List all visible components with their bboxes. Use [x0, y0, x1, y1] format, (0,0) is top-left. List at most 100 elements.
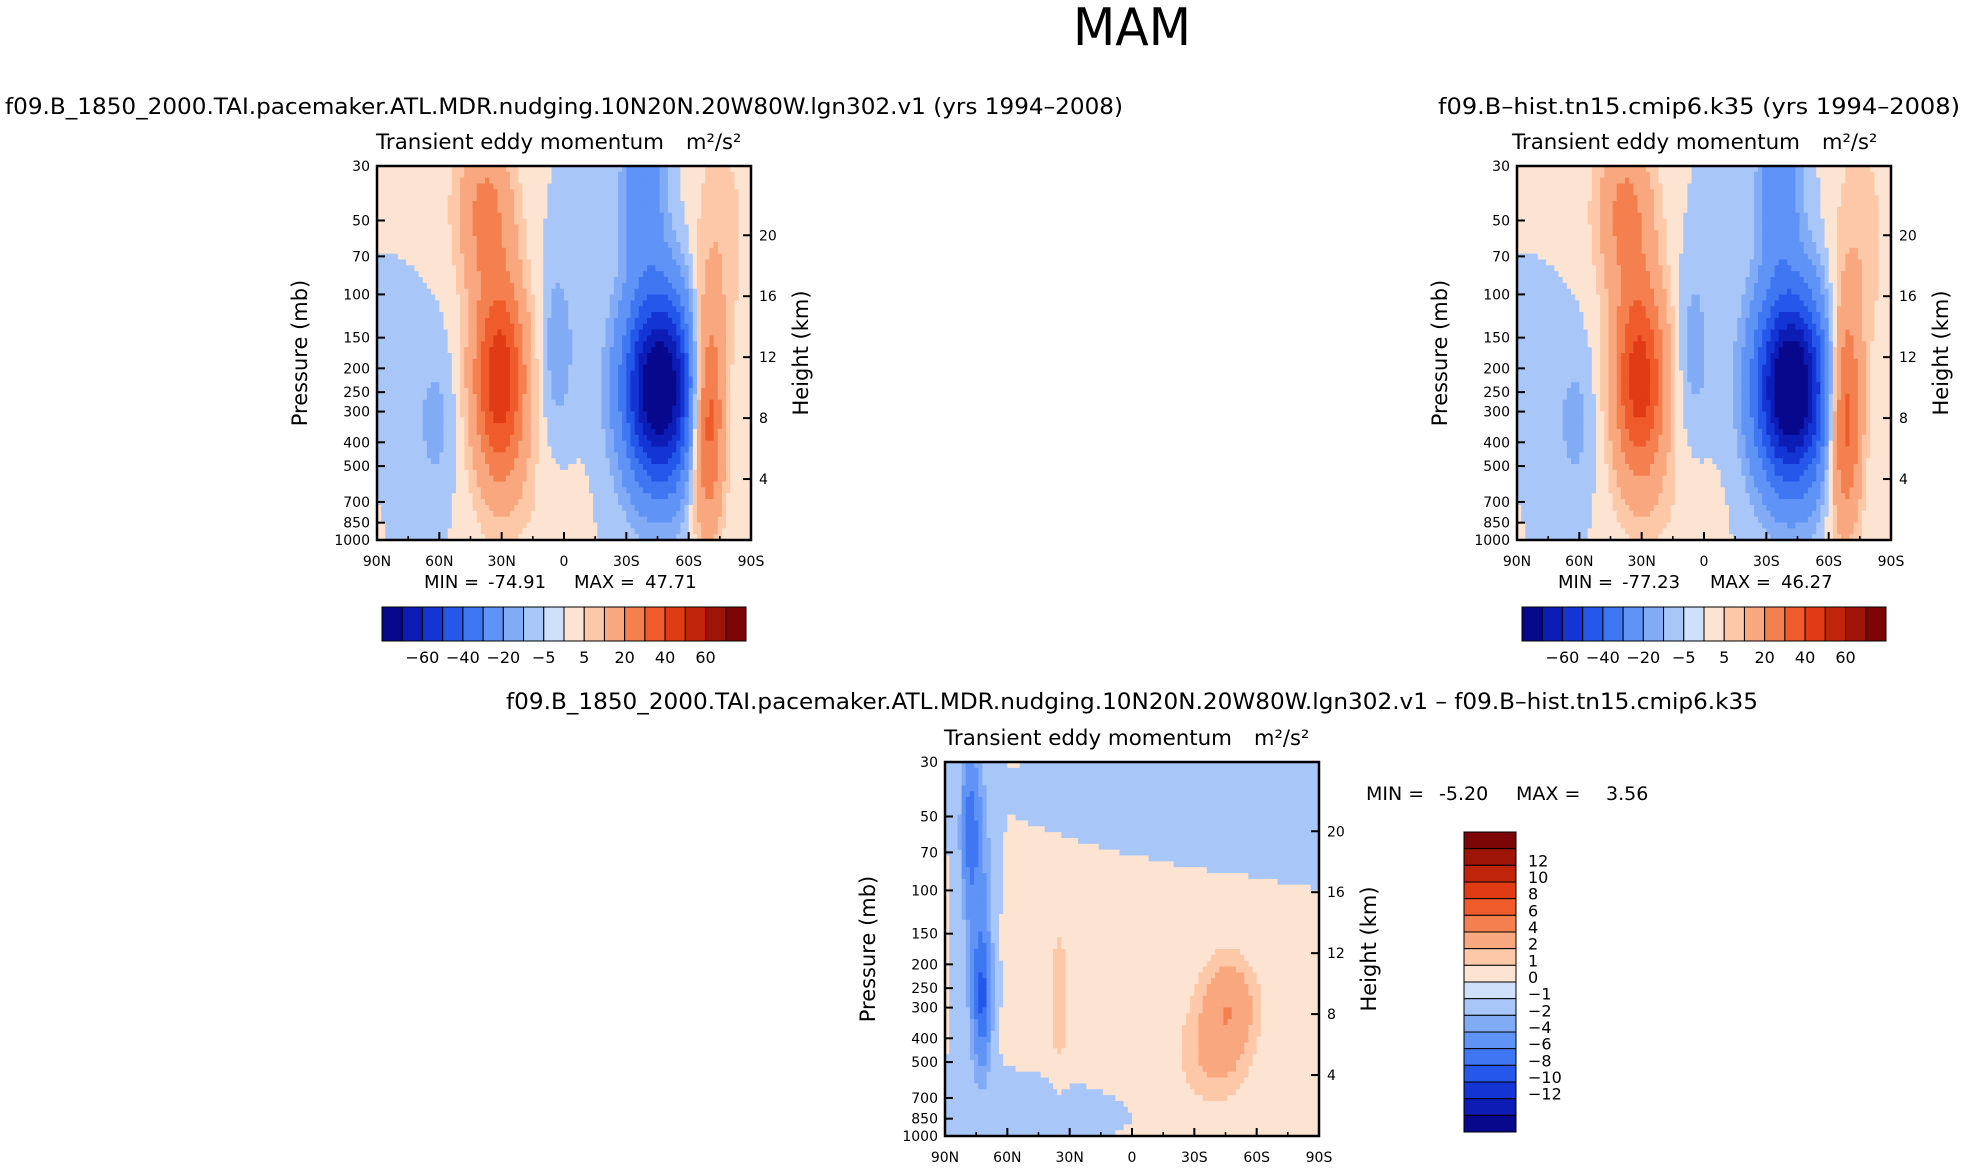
panel-1-field-cell: [597, 189, 602, 196]
panel-1-field-cell: [568, 212, 573, 220]
panel-1-field-cell: [659, 452, 665, 459]
panel-1-field-cell: [497, 236, 503, 243]
panel-1-field-cell: [742, 329, 748, 337]
panel-1-field-cell: [377, 306, 382, 313]
panel-1-field-cell: [688, 212, 694, 220]
panel-1-field-cell: [397, 236, 403, 243]
panel-1-field-cell: [580, 166, 586, 173]
panel-1-field-cell: [472, 475, 478, 483]
panel-1-field-cell: [696, 382, 702, 389]
panel-1-field-cell: [464, 300, 470, 307]
panel-1-field-cell: [580, 405, 586, 413]
panel-1-field-cell: [655, 288, 661, 296]
panel-1-field-cell: [476, 434, 482, 442]
panel-1-field-cell: [476, 452, 482, 459]
panel-1-field-cell: [584, 294, 590, 301]
panel-1-field-cell: [638, 364, 644, 372]
panel-1-field-cell: [493, 312, 499, 319]
panel-1-field-cell: [584, 423, 590, 430]
panel-1-field-cell: [634, 265, 640, 272]
panel-1-field-cell: [726, 341, 731, 348]
panel-1-field-cell: [414, 277, 420, 284]
panel-1-field-cell: [480, 423, 486, 430]
panel-1-field-cell: [559, 341, 565, 348]
panel-1-field-cell: [476, 247, 482, 255]
panel-1-field-cell: [692, 347, 698, 354]
panel-1-field-cell: [746, 212, 752, 220]
panel-1-field-cell: [672, 218, 677, 226]
panel-1-field-cell: [406, 171, 411, 179]
panel-1-field-cell: [410, 212, 415, 220]
panel-1-field-cell: [455, 241, 461, 249]
panel-1-field-cell: [522, 475, 528, 483]
panel-1-field-cell: [426, 224, 432, 231]
panel-1-field-cell: [634, 347, 640, 354]
panel-1-field-cell: [431, 271, 436, 278]
panel-1-field-cell: [547, 358, 553, 366]
panel-1-field-cell: [381, 370, 386, 377]
panel-1-field-cell: [509, 300, 515, 307]
panel-1-field-cell: [460, 440, 465, 448]
panel-1-field-cell: [526, 458, 532, 465]
panel-1-field-cell: [551, 183, 557, 190]
panel-1-field-cell: [534, 236, 540, 243]
panel-1-field-cell: [530, 177, 536, 185]
panel-1-field-cell: [705, 277, 711, 284]
panel-1-field-cell: [576, 423, 582, 430]
panel-1-field-cell: [539, 411, 544, 418]
panel-1-field-cell: [655, 388, 661, 395]
panel-1-field-cell: [692, 300, 698, 307]
panel-1-field-cell: [410, 358, 415, 366]
panel-1-field-cell: [613, 282, 619, 290]
panel-1-field-cell: [684, 317, 690, 325]
panel-1-field-cell: [734, 376, 740, 383]
panel-1-field-cell: [672, 166, 677, 173]
panel-1-field-cell: [426, 428, 432, 436]
panel-1-field-cell: [389, 446, 395, 453]
panel-1-field-cell: [555, 177, 561, 185]
panel-1-field-cell: [414, 224, 420, 231]
panel-1-field-cell: [480, 452, 486, 459]
panel-1-field-cell: [414, 288, 420, 296]
panel-1-field-cell: [734, 347, 740, 354]
panel-1-field-cell: [551, 382, 557, 389]
panel-1-field-cell: [443, 241, 449, 249]
panel-1-field-cell: [626, 294, 632, 301]
panel-1-field-cell: [580, 341, 586, 348]
panel-1-field-cell: [701, 428, 706, 436]
panel-1-field-cell: [443, 335, 449, 342]
panel-1-field-cell: [472, 259, 478, 266]
panel-1-field-cell: [543, 236, 548, 243]
panel-1-field-cell: [651, 399, 657, 407]
panel-1-field-cell: [551, 446, 557, 453]
panel-1-field-cell: [647, 411, 652, 418]
panel-1-field-cell: [518, 183, 524, 190]
panel-1-field-cell: [642, 201, 648, 208]
panel-1-field-cell: [721, 212, 727, 220]
panel-1-field-cell: [534, 423, 540, 430]
panel-1-field-cell: [530, 201, 536, 208]
panel-1-field-cell: [522, 376, 528, 383]
panel-1-field-cell: [431, 487, 436, 494]
panel-1-field-cell: [447, 171, 453, 179]
panel-1-field-cell: [455, 446, 461, 453]
panel-1-field-cell: [539, 481, 544, 488]
panel-1-field-cell: [497, 481, 503, 488]
panel-1-field-cell: [509, 201, 515, 208]
panel-1-field-cell: [439, 212, 445, 220]
panel-1-field-cell: [489, 253, 494, 261]
panel-1-field-cell: [717, 317, 723, 325]
panel-1-field-cell: [559, 323, 565, 331]
panel-1-field-cell: [601, 288, 607, 296]
panel-1-field-cell: [584, 166, 590, 173]
panel-1-field-cell: [435, 411, 440, 418]
panel-1-field-cell: [514, 183, 519, 190]
panel-1-field-cell: [634, 300, 640, 307]
panel-1-field-cell: [647, 236, 652, 243]
panel-1-field-cell: [485, 475, 490, 483]
panel-1-field-cell: [455, 183, 461, 190]
panel-1-field-cell: [539, 241, 544, 249]
panel-1-field-cell: [555, 306, 561, 313]
panel-1-field-cell: [514, 434, 519, 442]
panel-1-field-cell: [651, 294, 657, 301]
